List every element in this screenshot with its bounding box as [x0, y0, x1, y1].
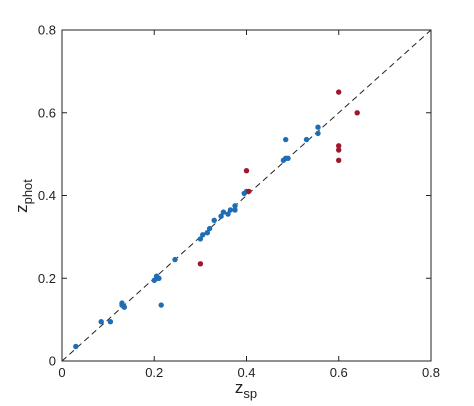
- y-tick-label: 0.6: [38, 105, 56, 120]
- x-axis-label-sub: sp: [243, 386, 257, 401]
- data-point-series-1: [232, 203, 238, 209]
- data-point-series-1: [285, 155, 291, 161]
- data-point-series-2: [243, 168, 250, 174]
- data-point-series-1: [73, 343, 79, 350]
- data-point-series-2: [336, 157, 342, 163]
- data-point-series-2: [336, 89, 342, 95]
- data-point-series-1: [197, 236, 204, 242]
- data-point-series-1: [303, 136, 310, 143]
- y-tick-label: 0.8: [38, 23, 56, 38]
- y-tick-label: 0.4: [38, 188, 56, 203]
- data-point-series-1: [232, 207, 238, 213]
- y-axis-label: zphot: [12, 179, 35, 213]
- x-tick-label: 0.6: [330, 365, 348, 380]
- x-tick-label: 0.4: [237, 365, 255, 380]
- y-tick-label: 0.2: [38, 271, 56, 286]
- axis-ticks: 0 0.2 0.4 0.6 0.8 0 0.2 0.4 0.6 0.8: [38, 23, 440, 381]
- reference-line: [61, 29, 432, 362]
- data-point-series-1: [315, 130, 321, 137]
- data-point-series-1: [119, 300, 125, 306]
- data-point-series-1: [220, 209, 227, 215]
- data-point-series-1: [156, 275, 162, 281]
- data-point-series-2: [246, 188, 252, 195]
- data-point-series-1: [121, 304, 128, 310]
- data-point-series-1: [211, 217, 217, 223]
- x-tick-label: 0: [58, 365, 65, 380]
- data-points: [73, 89, 360, 350]
- data-point-series-1: [204, 230, 210, 236]
- data-point-series-1: [218, 213, 224, 219]
- y-tick-label: 0: [49, 354, 56, 369]
- x-axis-label-main: z: [235, 378, 244, 397]
- y-axis-label-main: z: [12, 204, 31, 213]
- x-tick-label: 0.2: [145, 365, 163, 380]
- data-point-series-1: [172, 256, 178, 263]
- data-point-series-2: [354, 110, 360, 116]
- y-axis-label-sub: phot: [20, 179, 35, 205]
- data-point-series-1: [200, 232, 206, 238]
- x-tick-label: 0.8: [422, 365, 440, 380]
- x-axis-label: zsp: [235, 378, 257, 401]
- data-point-series-1: [227, 207, 234, 213]
- data-point-series-1: [225, 211, 231, 217]
- data-point-series-1: [107, 319, 114, 325]
- data-point-series-1: [315, 124, 321, 130]
- data-point-series-1: [158, 302, 164, 308]
- data-point-series-1: [206, 225, 213, 232]
- data-point-series-1: [98, 319, 104, 325]
- data-point-series-1: [283, 136, 289, 143]
- data-point-series-2: [336, 147, 342, 153]
- data-point-series-2: [197, 261, 204, 267]
- data-point-series-2: [336, 143, 342, 149]
